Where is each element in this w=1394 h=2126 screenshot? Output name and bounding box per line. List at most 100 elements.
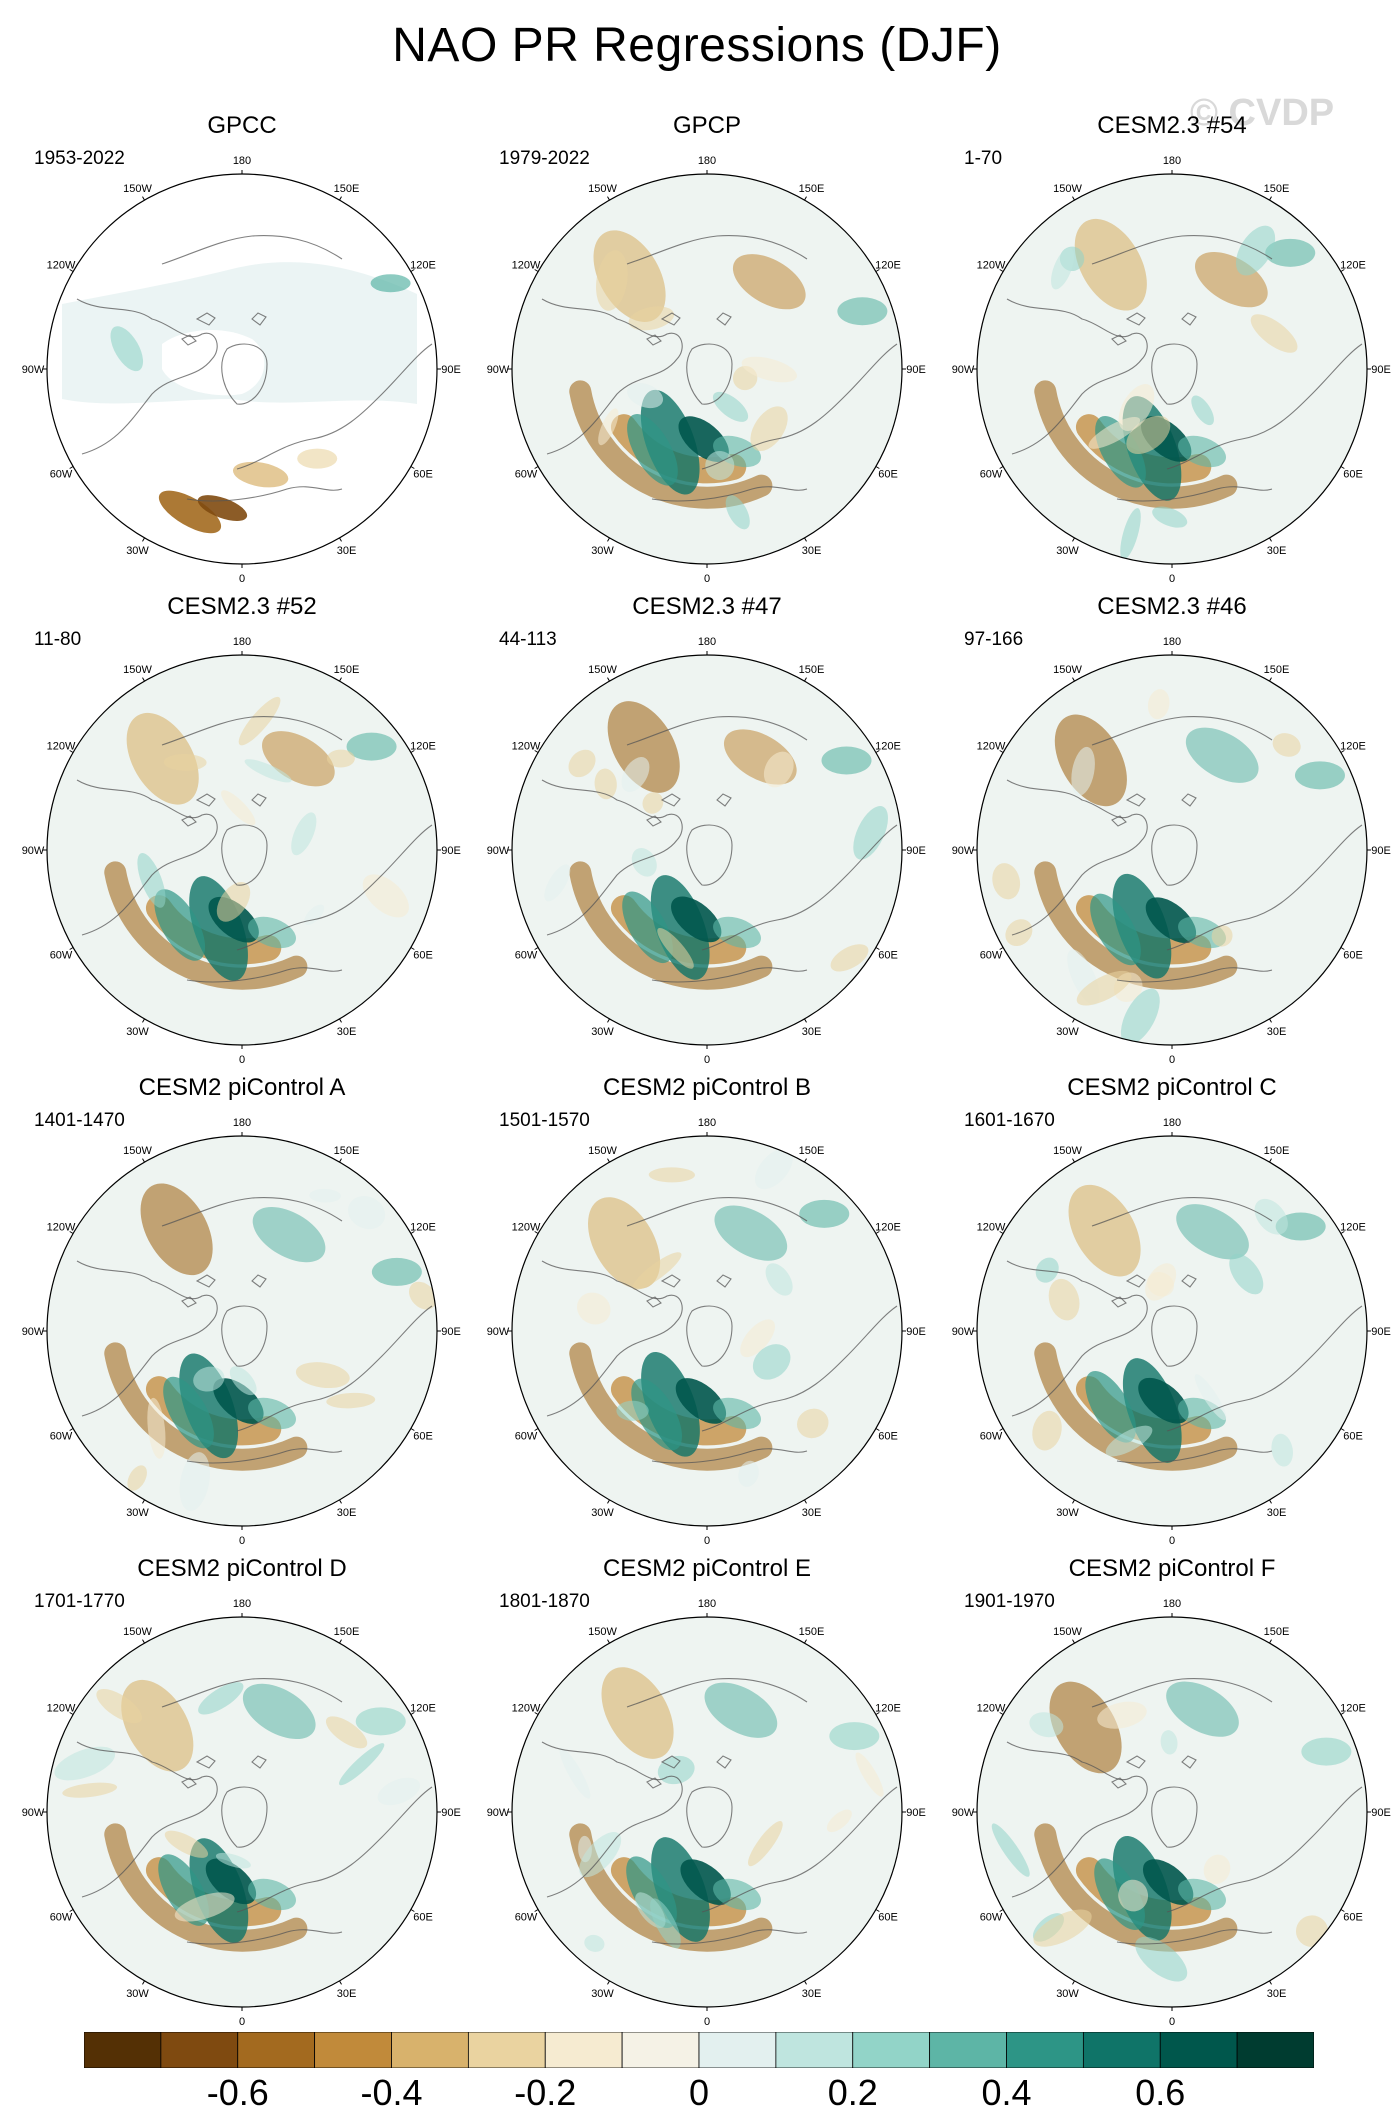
map-panel: CESM2.3 #52 180 150E 120E 90E 60E 30E 0 30W 60W 90… [22, 593, 462, 1066]
longitude-label: 0 [704, 1535, 710, 1547]
colorbar-swatch [84, 2032, 162, 2068]
longitude-label: 60W [980, 1912, 1003, 1924]
longitude-label: 60E [413, 950, 433, 962]
longitude-label: 60E [413, 1431, 433, 1443]
longitude-label: 30E [337, 545, 357, 557]
map-panel: CESM2 piControl C 180 150E 120E 90E 60E 30E 0 30… [952, 1074, 1392, 1547]
map-panel: CESM2.3 #54 180 150E 120E 90E 60E 30E 0 30W 60W 90… [952, 112, 1392, 585]
longitude-label: 30W [591, 1026, 614, 1038]
longitude-label: 0 [1169, 1535, 1175, 1547]
panel-title: CESM2 piControl A [138, 1074, 346, 1101]
longitude-label: 0 [1169, 2016, 1175, 2028]
panel-year-range: 1401-1470 [34, 1110, 125, 1131]
longitude-label: 180 [233, 1598, 251, 1610]
colorbar-swatch [391, 2032, 469, 2068]
longitude-label: 150W [588, 664, 617, 676]
longitude-label: 150W [588, 1626, 617, 1638]
colorbar-swatch [314, 2032, 392, 2068]
panel-year-range: 11-80 [34, 629, 82, 650]
longitude-label: 60W [515, 1912, 538, 1924]
longitude-label: 120E [875, 260, 901, 272]
longitude-label: 0 [704, 1054, 710, 1066]
longitude-label: 120W [977, 1222, 1006, 1234]
longitude-label: 90E [441, 1807, 461, 1819]
longitude-label: 60E [413, 1912, 433, 1924]
longitude-label: 180 [1163, 1598, 1181, 1610]
longitude-label: 30W [126, 1988, 149, 2000]
longitude-label: 60W [980, 1431, 1003, 1443]
panel-title: CESM2 piControl B [602, 1074, 812, 1101]
longitude-label: 90E [906, 364, 926, 376]
longitude-label: 90W [952, 364, 975, 376]
longitude-label: 180 [698, 155, 716, 167]
longitude-label: 120W [977, 1703, 1006, 1715]
longitude-label: 150E [799, 664, 825, 676]
figure-title: NAO PR Regressions (DJF) [392, 19, 1002, 72]
colorbar-swatch [1236, 2032, 1314, 2068]
colorbar-tick-label: -0.4 [360, 2072, 423, 2113]
precip-field [541, 1148, 898, 1487]
longitude-label: 120E [410, 260, 436, 272]
longitude-label: 0 [239, 1054, 245, 1066]
panel-title: CESM2 piControl D [137, 1555, 347, 1582]
longitude-label: 180 [1163, 1117, 1181, 1129]
panel-title: GPCC [207, 112, 277, 139]
longitude-label: 120W [512, 741, 541, 753]
longitude-label: 60E [1343, 469, 1363, 481]
longitude-label: 180 [1163, 155, 1181, 167]
longitude-label: 60E [1343, 1912, 1363, 1924]
longitude-label: 120W [512, 1222, 541, 1234]
panel-title: GPCP [672, 112, 741, 139]
longitude-label: 120W [512, 260, 541, 272]
longitude-label: 90W [22, 1326, 45, 1338]
map-panel: GPCP 180 150E 120E 90E 60E 30E 0 30W 60W 90W 120W 15… [487, 112, 927, 585]
longitude-label: 60W [515, 950, 538, 962]
longitude-label: 30W [126, 545, 149, 557]
polar-map: 180 150E 120E 90E 60E 30E 0 30W 60W 90W 120W 150W [952, 1117, 1391, 1547]
colorbar-swatch [698, 2032, 777, 2068]
precip-field [62, 235, 433, 534]
panel-year-range: 1901-1970 [964, 1591, 1055, 1612]
colorbar-swatch [467, 2032, 546, 2068]
colorbar-swatch [852, 2032, 931, 2068]
longitude-label: 90E [1371, 845, 1391, 857]
panel-year-range: 1701-1770 [34, 1591, 125, 1612]
panel-year-range: 1953-2022 [34, 148, 125, 169]
longitude-label: 30W [126, 1026, 149, 1038]
longitude-label: 90E [441, 1326, 461, 1338]
longitude-label: 120E [1340, 1222, 1366, 1234]
panel-title: CESM2.3 #46 [1097, 593, 1247, 620]
longitude-label: 0 [239, 2016, 245, 2028]
polar-map: 180 150E 120E 90E 60E 30E 0 30W 60W 90W 120W 150W [22, 1117, 461, 1547]
polar-map: 180 150E 120E 90E 60E 30E 0 30W 60W 90W 120W 150W [952, 155, 1391, 585]
map-panel: CESM2 piControl B 180 150E 120E 90E 60E 30E 0 30… [487, 1074, 927, 1547]
panel-year-range: 44-113 [499, 629, 557, 650]
colorbar [84, 2032, 1314, 2068]
longitude-label: 30E [802, 1026, 822, 1038]
longitude-label: 30E [1267, 1988, 1287, 2000]
polar-map: 180 150E 120E 90E 60E 30E 0 30W 60W 90W 120W 150W [952, 636, 1391, 1066]
longitude-label: 150W [1053, 1626, 1082, 1638]
colorbar-tick-label: 0 [688, 2072, 710, 2113]
longitude-label: 30W [591, 545, 614, 557]
longitude-label: 150E [1264, 1145, 1290, 1157]
longitude-label: 30E [337, 1507, 357, 1519]
longitude-label: 30E [802, 1988, 822, 2000]
precip-field [541, 1667, 898, 1952]
map-panel: CESM2 piControl F 180 150E 120E 90E 60E 30E 0 30… [952, 1555, 1392, 2028]
longitude-label: 30E [337, 1988, 357, 2000]
longitude-label: 60W [50, 950, 73, 962]
longitude-label: 90W [952, 1326, 975, 1338]
longitude-label: 120W [512, 1703, 541, 1715]
longitude-label: 150E [334, 664, 360, 676]
longitude-label: 90W [487, 1807, 510, 1819]
longitude-label: 30E [1267, 1026, 1287, 1038]
colorbar-swatch [544, 2032, 623, 2068]
longitude-label: 90E [906, 1326, 926, 1338]
polar-map: 180 150E 120E 90E 60E 30E 0 30W 60W 90W 120W 150W [952, 1598, 1391, 2028]
longitude-label: 150E [799, 1145, 825, 1157]
precip-field [1006, 1184, 1363, 1471]
precip-field [76, 696, 433, 990]
map-panel: CESM2 piControl D 180 150E 120E 90E 60E 30E 0 30… [22, 1555, 462, 2028]
longitude-label: 90E [441, 364, 461, 376]
